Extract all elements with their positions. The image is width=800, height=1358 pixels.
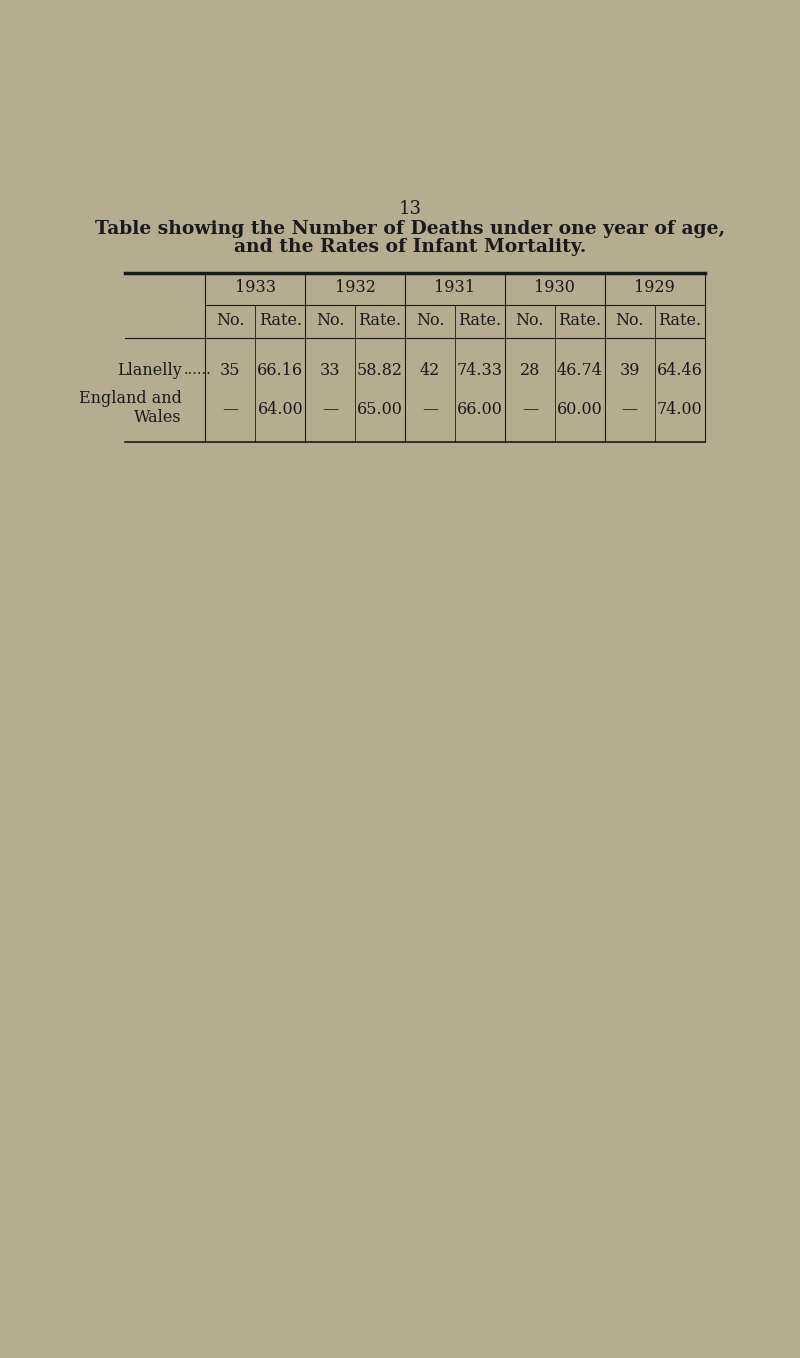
Text: 1929: 1929	[634, 278, 675, 296]
Text: 60.00: 60.00	[557, 401, 602, 418]
Text: —: —	[322, 401, 338, 418]
Text: Table showing the Number of Deaths under one year of age,: Table showing the Number of Deaths under…	[95, 220, 725, 239]
Text: 1933: 1933	[235, 278, 276, 296]
Text: —: —	[422, 401, 438, 418]
Text: 28: 28	[520, 361, 540, 379]
Text: Llanelly: Llanelly	[117, 361, 182, 379]
Text: Rate.: Rate.	[258, 312, 302, 330]
Text: Rate.: Rate.	[558, 312, 602, 330]
Text: 46.74: 46.74	[557, 361, 602, 379]
Text: 35: 35	[220, 361, 241, 379]
Text: 1930: 1930	[534, 278, 575, 296]
Text: No.: No.	[216, 312, 245, 330]
Text: Rate.: Rate.	[358, 312, 402, 330]
Text: England and: England and	[79, 390, 182, 407]
Text: No.: No.	[416, 312, 444, 330]
Text: Wales: Wales	[134, 409, 182, 425]
Text: 1932: 1932	[334, 278, 375, 296]
Text: 39: 39	[619, 361, 640, 379]
Text: —: —	[522, 401, 538, 418]
Text: 66.00: 66.00	[457, 401, 503, 418]
Text: 58.82: 58.82	[357, 361, 403, 379]
Text: ......: ......	[184, 363, 211, 378]
Text: 74.00: 74.00	[657, 401, 702, 418]
Text: Rate.: Rate.	[458, 312, 502, 330]
Text: No.: No.	[316, 312, 345, 330]
Text: Rate.: Rate.	[658, 312, 701, 330]
Text: 65.00: 65.00	[357, 401, 403, 418]
Text: 74.33: 74.33	[457, 361, 503, 379]
Text: and the Rates of Infant Mortality.: and the Rates of Infant Mortality.	[234, 238, 586, 257]
Text: 33: 33	[320, 361, 341, 379]
Text: 1931: 1931	[434, 278, 475, 296]
Text: 64.00: 64.00	[258, 401, 303, 418]
Text: 64.46: 64.46	[657, 361, 702, 379]
Text: —: —	[222, 401, 238, 418]
Text: 66.16: 66.16	[258, 361, 303, 379]
Text: —: —	[622, 401, 638, 418]
Text: 42: 42	[420, 361, 440, 379]
Text: No.: No.	[615, 312, 644, 330]
Text: No.: No.	[515, 312, 544, 330]
Text: 13: 13	[398, 200, 422, 217]
